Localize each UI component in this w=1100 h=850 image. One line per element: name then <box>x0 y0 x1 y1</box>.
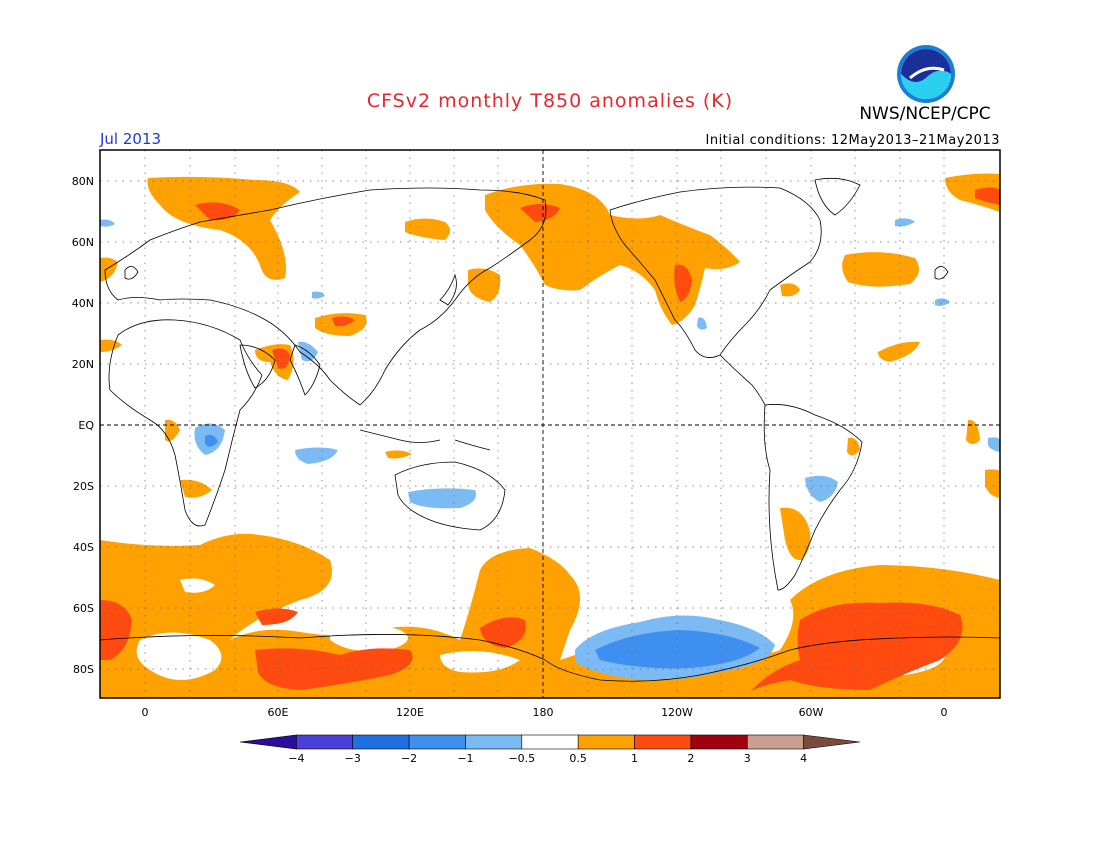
colorbar-label: −2 <box>401 752 417 765</box>
colorbar-swatch <box>746 734 804 750</box>
eurasia-positive-anomaly <box>147 176 300 280</box>
colorbar: −4 −3 −2 −1 −0.5 0.5 1 2 3 4 <box>239 734 861 765</box>
colorbar-label: 3 <box>744 752 751 765</box>
colorbar-swatch <box>465 734 523 750</box>
colorbar-swatch <box>577 734 635 750</box>
lat-label: 80S <box>73 663 94 676</box>
australia-negative-anomaly <box>408 488 476 509</box>
map-title: CFSv2 monthly T850 anomalies (K) <box>366 90 734 112</box>
agency-label: NWS/NCEP/CPC <box>859 104 991 124</box>
colorbar-arrow-low <box>239 734 297 750</box>
colorbar-swatch <box>521 734 579 750</box>
coastlines <box>100 177 1000 682</box>
map-frame <box>99 149 1001 699</box>
lat-label: EQ <box>78 419 94 432</box>
colorbar-swatch <box>352 734 410 750</box>
colorbar-swatch <box>408 734 466 750</box>
lon-label: 0 <box>142 706 149 719</box>
lat-label: 40S <box>73 541 94 554</box>
lat-label: 40N <box>72 297 94 310</box>
lat-lon-grid <box>100 150 1000 698</box>
lat-label: 60S <box>73 602 94 615</box>
forecast-month: Jul 2013 <box>100 130 162 148</box>
colorbar-label: −1 <box>457 752 473 765</box>
lat-label: 20N <box>72 358 94 371</box>
negative-anomaly-core <box>595 630 760 669</box>
lat-label: 80N <box>72 175 94 188</box>
lon-label: 60E <box>268 706 289 719</box>
initial-conditions: Initial conditions: 12May2013–21May2013 <box>705 133 1000 148</box>
colorbar-arrow-high <box>803 734 861 750</box>
colorbar-label: 4 <box>800 752 807 765</box>
colorbar-label: −3 <box>345 752 361 765</box>
lon-label: 120W <box>661 706 693 719</box>
colorbar-swatch <box>690 734 748 750</box>
latitude-labels: 80N 60N 40N 20N EQ 20S 40S 60S 80S <box>72 175 95 676</box>
colorbar-swatch <box>296 734 354 750</box>
lon-label: 60W <box>799 706 824 719</box>
lat-label: 60N <box>72 236 94 249</box>
lon-label: 120E <box>396 706 424 719</box>
lon-label: 0 <box>941 706 948 719</box>
longitude-labels: 0 60E 120E 180 120W 60W 0 <box>142 706 948 719</box>
lon-label: 180 <box>533 706 554 719</box>
colorbar-label: 2 <box>687 752 694 765</box>
colorbar-label: −0.5 <box>508 752 535 765</box>
noaa-logo <box>897 45 955 103</box>
red-anomaly-core <box>750 602 963 692</box>
colorbar-label: 0.5 <box>569 752 587 765</box>
colorbar-label: 1 <box>631 752 638 765</box>
lat-label: 20S <box>73 480 94 493</box>
colorbar-swatch <box>634 734 692 750</box>
colorbar-label: −4 <box>288 752 304 765</box>
